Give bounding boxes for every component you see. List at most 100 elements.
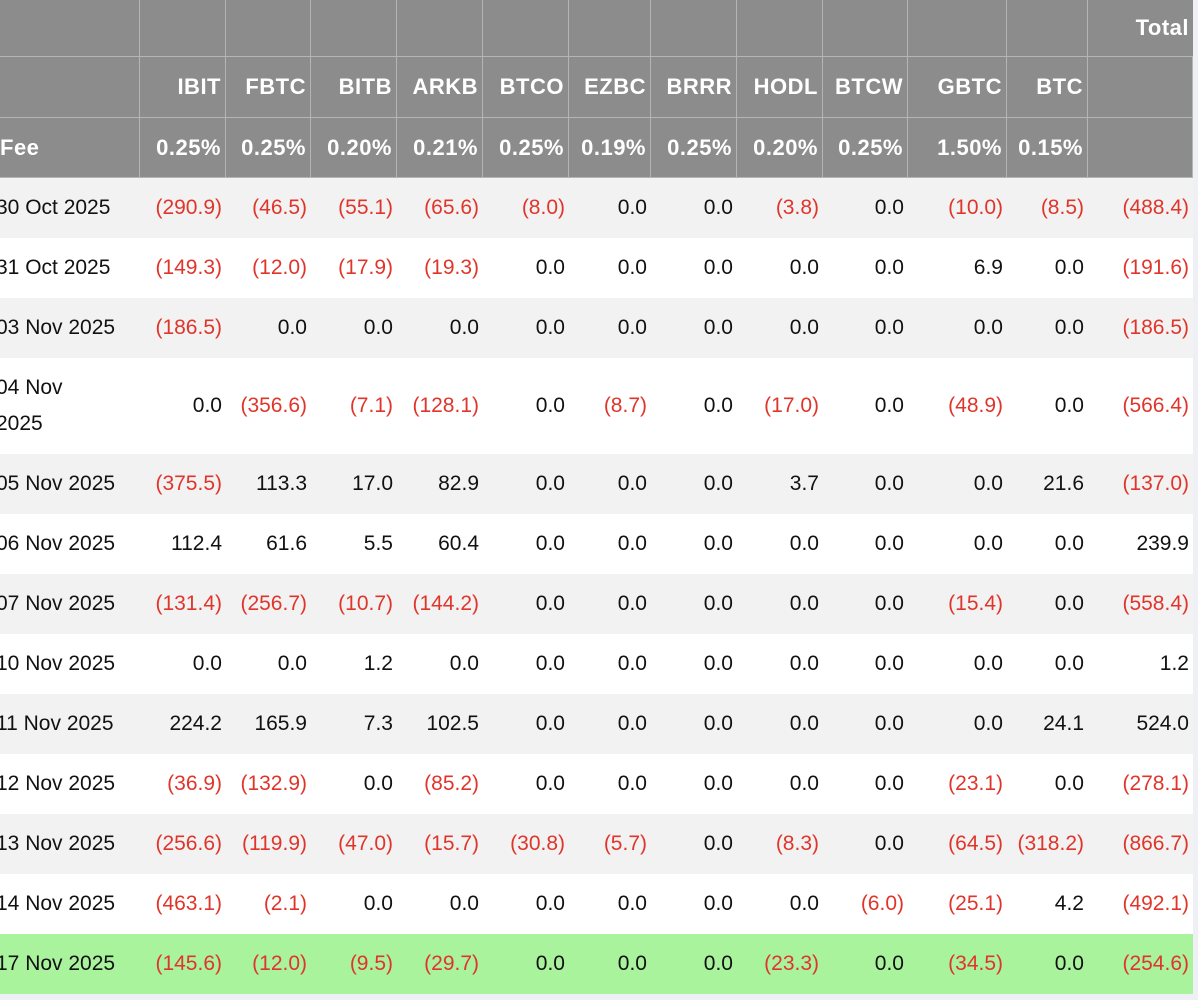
value: 0.0	[617, 592, 647, 615]
value: (492.1)	[1122, 892, 1189, 915]
value: 0.0	[874, 472, 904, 495]
value: 0.0	[789, 532, 819, 555]
value: 0.0	[703, 196, 733, 219]
value: 224.2	[169, 712, 222, 735]
value: 0.0	[535, 772, 565, 795]
value: (356.6)	[240, 394, 307, 417]
value: 0.0	[535, 652, 565, 675]
fee-label: Fee	[0, 118, 140, 178]
value: 0.0	[789, 712, 819, 735]
date: 10 Nov 2025	[0, 652, 116, 675]
value: 0.0	[789, 892, 819, 915]
value: 6.9	[973, 256, 1003, 279]
value: 7.3	[363, 712, 393, 735]
value: 3.7	[789, 472, 819, 495]
date: 13 Nov 2025	[0, 832, 116, 855]
date: 14 Nov 2025	[0, 892, 116, 915]
value: 0.0	[703, 712, 733, 735]
value: 61.6	[266, 532, 307, 555]
fee: 0.25%	[140, 118, 226, 178]
value: 0.0	[1054, 952, 1084, 975]
value: 0.0	[973, 712, 1003, 735]
value: 0.0	[789, 316, 819, 339]
value: (65.6)	[424, 196, 479, 219]
value: (866.7)	[1122, 832, 1189, 855]
value: 0.0	[874, 532, 904, 555]
value: 165.9	[254, 712, 307, 735]
value: (3.8)	[775, 196, 819, 219]
value: (12.0)	[252, 256, 307, 279]
value: 0.0	[874, 196, 904, 219]
value: 0.0	[535, 952, 565, 975]
value: 0.0	[703, 316, 733, 339]
value: (566.4)	[1122, 394, 1189, 417]
ticker: BTCO	[483, 57, 569, 118]
value: 24.1	[1043, 712, 1084, 735]
value: 0.0	[703, 652, 733, 675]
value: (46.5)	[252, 196, 307, 219]
row-bg	[0, 934, 1193, 994]
row-bg	[0, 178, 1193, 238]
value: 0.0	[789, 592, 819, 615]
ticker: FBTC	[226, 57, 311, 118]
value: 0.0	[1054, 652, 1084, 675]
value: (15.7)	[424, 832, 479, 855]
fee: 1.50%	[908, 118, 1007, 178]
header-cell	[569, 0, 651, 57]
ticker: ARKB	[397, 57, 483, 118]
row-bg	[0, 298, 1193, 358]
ticker: BTCW	[823, 57, 908, 118]
value: (6.0)	[860, 892, 904, 915]
value: 0.0	[535, 316, 565, 339]
value: (186.5)	[1122, 316, 1189, 339]
value: 0.0	[874, 394, 904, 417]
value: (256.7)	[240, 592, 307, 615]
total-header: Total	[1088, 0, 1193, 57]
row-bg	[0, 454, 1193, 514]
value: (254.6)	[1122, 952, 1189, 975]
date: 17 Nov 2025	[0, 952, 116, 975]
date: 06 Nov 2025	[0, 532, 116, 555]
date: 12 Nov 2025	[0, 772, 116, 795]
value: (10.7)	[338, 592, 393, 615]
fee: 0.25%	[651, 118, 737, 178]
value: 0.0	[874, 316, 904, 339]
value: 60.4	[438, 532, 479, 555]
value: 0.0	[617, 652, 647, 675]
value: 0.0	[617, 532, 647, 555]
value: (119.9)	[242, 832, 307, 855]
header-cell	[0, 0, 140, 57]
value: 102.5	[426, 712, 479, 735]
ticker: BRRR	[651, 57, 737, 118]
value: (558.4)	[1122, 592, 1189, 615]
value: 0.0	[617, 712, 647, 735]
value: 0.0	[535, 472, 565, 495]
value: (8.5)	[1040, 196, 1084, 219]
row-bg	[0, 514, 1193, 574]
value: (191.6)	[1122, 256, 1189, 279]
value: 0.0	[703, 892, 733, 915]
value: (55.1)	[338, 196, 393, 219]
row-bg	[0, 358, 1193, 454]
value: 0.0	[363, 316, 393, 339]
fee: 0.20%	[311, 118, 397, 178]
value: (149.3)	[155, 256, 222, 279]
value: 524.0	[1136, 712, 1189, 735]
value: 0.0	[617, 952, 647, 975]
value: 0.0	[874, 592, 904, 615]
value: 0.0	[192, 652, 222, 675]
value: 0.0	[1054, 256, 1084, 279]
value: 0.0	[1054, 772, 1084, 795]
value: (131.4)	[155, 592, 222, 615]
value: (17.0)	[764, 394, 819, 417]
value: 0.0	[874, 652, 904, 675]
value: (2.1)	[263, 892, 307, 915]
row-bg	[0, 634, 1193, 694]
value: 0.0	[703, 832, 733, 855]
value: (132.9)	[240, 772, 307, 795]
value: 0.0	[703, 256, 733, 279]
value: 0.0	[535, 394, 565, 417]
header-cell	[651, 0, 737, 57]
value: 1.2	[1159, 652, 1189, 675]
value: 0.0	[449, 892, 479, 915]
